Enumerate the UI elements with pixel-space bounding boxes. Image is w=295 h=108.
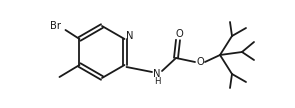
Text: Br: Br xyxy=(50,21,61,31)
Text: N: N xyxy=(126,31,133,41)
Text: H: H xyxy=(154,76,160,86)
Text: N: N xyxy=(153,69,161,79)
Text: O: O xyxy=(175,29,183,39)
Text: O: O xyxy=(196,57,204,67)
